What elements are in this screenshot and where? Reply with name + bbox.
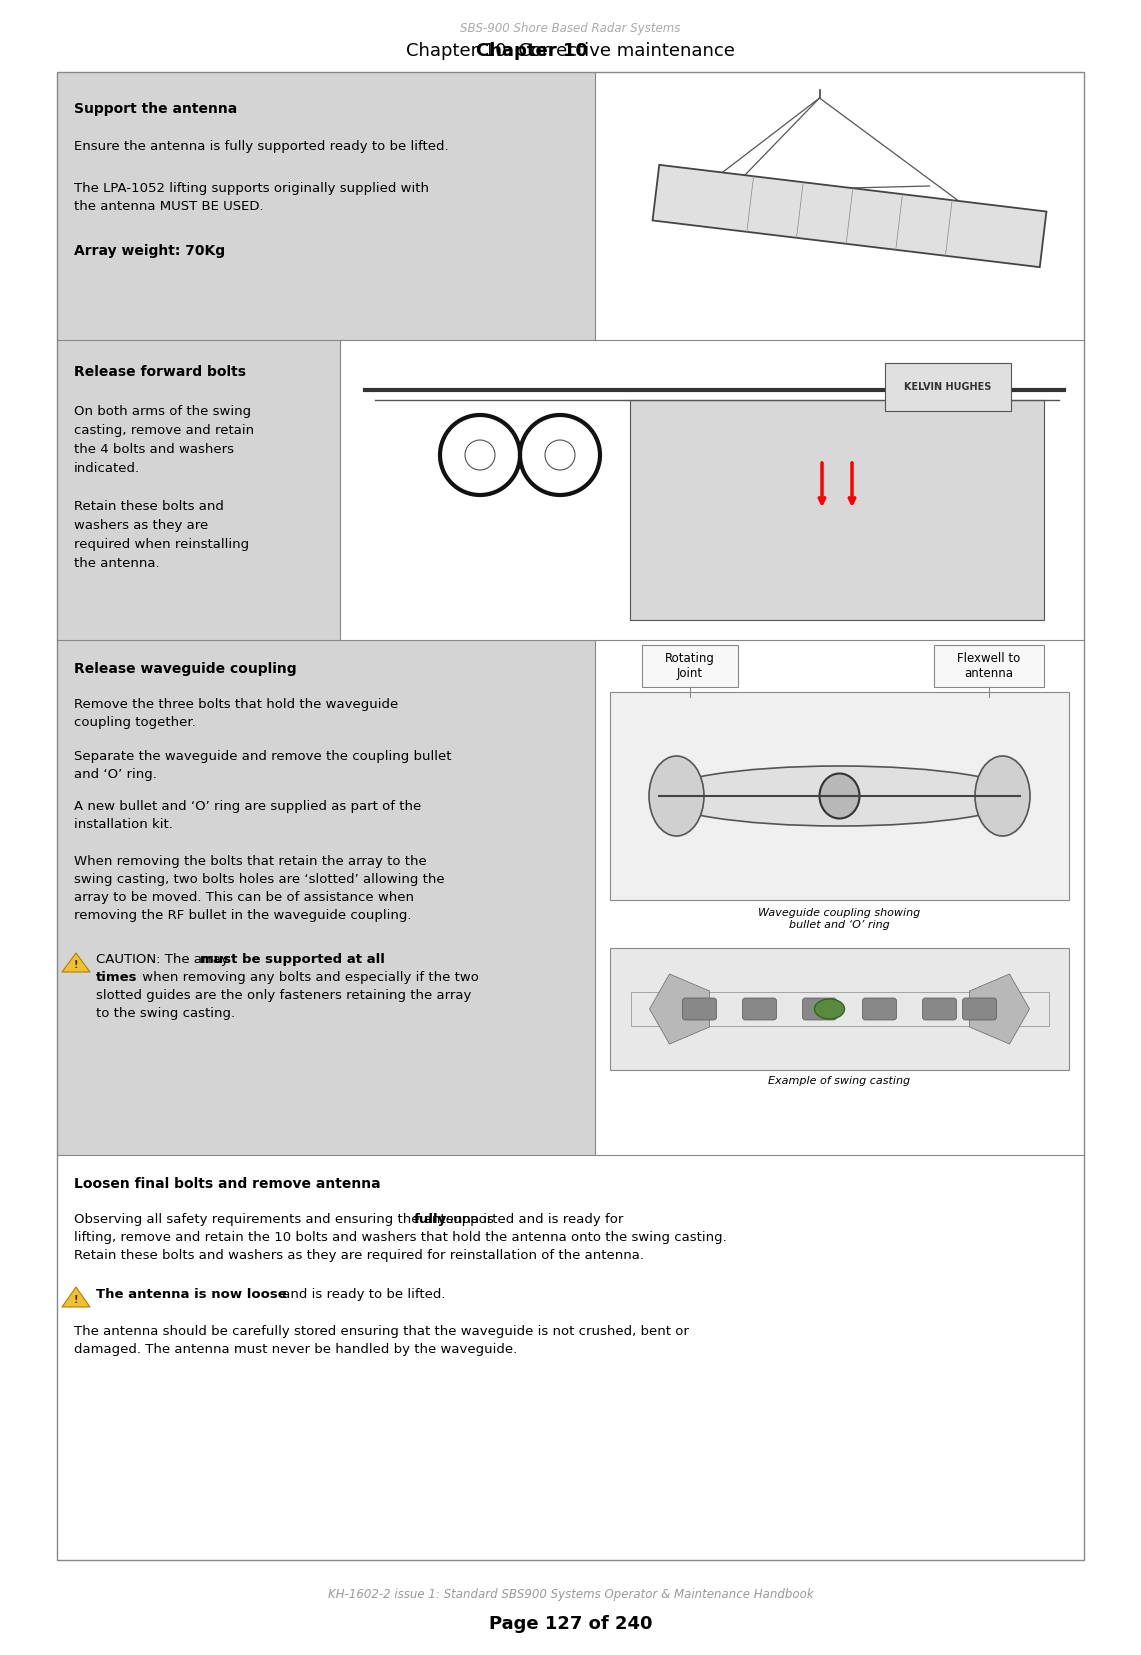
Text: supported and is ready for: supported and is ready for (442, 1213, 623, 1226)
Text: A new bullet and ‘O’ ring are supplied as part of the: A new bullet and ‘O’ ring are supplied a… (74, 799, 421, 813)
FancyBboxPatch shape (963, 998, 996, 1019)
Polygon shape (57, 1155, 1084, 1561)
Polygon shape (642, 645, 738, 687)
Text: indicated.: indicated. (74, 462, 140, 475)
Ellipse shape (649, 756, 704, 836)
Text: casting, remove and retain: casting, remove and retain (74, 424, 254, 437)
Polygon shape (340, 339, 1084, 640)
Text: Remove the three bolts that hold the waveguide: Remove the three bolts that hold the wav… (74, 698, 398, 712)
Text: The antenna should be carefully stored ensuring that the waveguide is not crushe: The antenna should be carefully stored e… (74, 1326, 689, 1337)
Text: Release forward bolts: Release forward bolts (74, 366, 246, 379)
Polygon shape (653, 166, 1046, 266)
Text: the 4 bolts and washers: the 4 bolts and washers (74, 444, 234, 457)
Text: Waveguide coupling showing
bullet and ‘O’ ring: Waveguide coupling showing bullet and ‘O… (759, 909, 921, 930)
Text: The LPA-1052 lifting supports originally supplied with: The LPA-1052 lifting supports originally… (74, 182, 429, 195)
Polygon shape (62, 953, 90, 971)
Text: installation kit.: installation kit. (74, 818, 173, 831)
Text: damaged. The antenna must never be handled by the waveguide.: damaged. The antenna must never be handl… (74, 1342, 517, 1355)
FancyBboxPatch shape (802, 998, 836, 1019)
Text: Ensure the antenna is fully supported ready to be lifted.: Ensure the antenna is fully supported re… (74, 141, 448, 152)
Text: Chapter 10: Corrective maintenance: Chapter 10: Corrective maintenance (406, 41, 735, 60)
Ellipse shape (657, 766, 1022, 826)
Text: times: times (96, 971, 138, 985)
Text: to the swing casting.: to the swing casting. (96, 1006, 235, 1019)
Polygon shape (610, 948, 1069, 1071)
Polygon shape (594, 640, 1084, 1155)
Polygon shape (631, 991, 1049, 1026)
Polygon shape (62, 1288, 90, 1307)
Text: slotted guides are the only fasteners retaining the array: slotted guides are the only fasteners re… (96, 990, 471, 1001)
Text: !: ! (74, 960, 79, 970)
Ellipse shape (819, 773, 859, 819)
Text: On both arms of the swing: On both arms of the swing (74, 405, 251, 419)
Polygon shape (970, 975, 1029, 1044)
Text: Rotating
Joint: Rotating Joint (665, 652, 715, 680)
Text: required when reinstalling: required when reinstalling (74, 538, 249, 551)
Text: Chapter 10: Chapter 10 (476, 41, 588, 60)
Text: SBS-900 Shore Based Radar Systems: SBS-900 Shore Based Radar Systems (460, 22, 681, 35)
Text: when removing any bolts and especially if the two: when removing any bolts and especially i… (138, 971, 479, 985)
Text: Observing all safety requirements and ensuring the antenna is: Observing all safety requirements and en… (74, 1213, 499, 1226)
Text: Retain these bolts and: Retain these bolts and (74, 500, 224, 513)
Polygon shape (649, 975, 710, 1044)
Text: KH-1602-2 issue 1: Standard SBS900 Systems Operator & Maintenance Handbook: KH-1602-2 issue 1: Standard SBS900 Syste… (327, 1589, 814, 1600)
Polygon shape (57, 640, 594, 1155)
Text: The antenna is now loose: The antenna is now loose (96, 1288, 286, 1301)
Text: Flexwell to
antenna: Flexwell to antenna (957, 652, 1021, 680)
Polygon shape (57, 73, 594, 339)
Text: washers as they are: washers as they are (74, 520, 209, 531)
Text: Loosen final bolts and remove antenna: Loosen final bolts and remove antenna (74, 1177, 381, 1192)
Text: Release waveguide coupling: Release waveguide coupling (74, 662, 297, 675)
Text: coupling together.: coupling together. (74, 717, 196, 728)
Text: fully: fully (414, 1213, 447, 1226)
Ellipse shape (976, 756, 1030, 836)
Text: array to be moved. This can be of assistance when: array to be moved. This can be of assist… (74, 890, 414, 904)
Text: the antenna MUST BE USED.: the antenna MUST BE USED. (74, 200, 264, 213)
Text: !: ! (74, 1294, 79, 1306)
Text: and is ready to be lifted.: and is ready to be lifted. (278, 1288, 445, 1301)
Text: When removing the bolts that retain the array to the: When removing the bolts that retain the … (74, 856, 427, 867)
Text: Support the antenna: Support the antenna (74, 103, 237, 116)
Text: removing the RF bullet in the waveguide coupling.: removing the RF bullet in the waveguide … (74, 909, 412, 922)
Polygon shape (610, 692, 1069, 900)
Polygon shape (620, 957, 1059, 1063)
Polygon shape (57, 339, 340, 640)
Text: Page 127 of 240: Page 127 of 240 (488, 1615, 653, 1633)
Text: CAUTION: The array: CAUTION: The array (96, 953, 233, 967)
Text: lifting, remove and retain the 10 bolts and washers that hold the antenna onto t: lifting, remove and retain the 10 bolts … (74, 1231, 727, 1245)
Text: Example of swing casting: Example of swing casting (768, 1076, 911, 1086)
Ellipse shape (815, 1000, 844, 1019)
Polygon shape (934, 645, 1044, 687)
Polygon shape (630, 401, 1044, 621)
Text: Retain these bolts and washers as they are required for reinstallation of the an: Retain these bolts and washers as they a… (74, 1250, 644, 1263)
Text: the antenna.: the antenna. (74, 558, 160, 569)
FancyBboxPatch shape (863, 998, 897, 1019)
FancyBboxPatch shape (743, 998, 777, 1019)
Text: swing casting, two bolts holes are ‘slotted’ allowing the: swing casting, two bolts holes are ‘slot… (74, 872, 445, 885)
Text: must be supported at all: must be supported at all (200, 953, 385, 967)
Polygon shape (594, 73, 1084, 339)
FancyBboxPatch shape (682, 998, 717, 1019)
Text: KELVIN HUGHES: KELVIN HUGHES (904, 382, 992, 392)
Text: Separate the waveguide and remove the coupling bullet: Separate the waveguide and remove the co… (74, 750, 452, 763)
Text: and ‘O’ ring.: and ‘O’ ring. (74, 768, 156, 781)
FancyBboxPatch shape (923, 998, 956, 1019)
Text: Array weight: 70Kg: Array weight: 70Kg (74, 243, 225, 258)
